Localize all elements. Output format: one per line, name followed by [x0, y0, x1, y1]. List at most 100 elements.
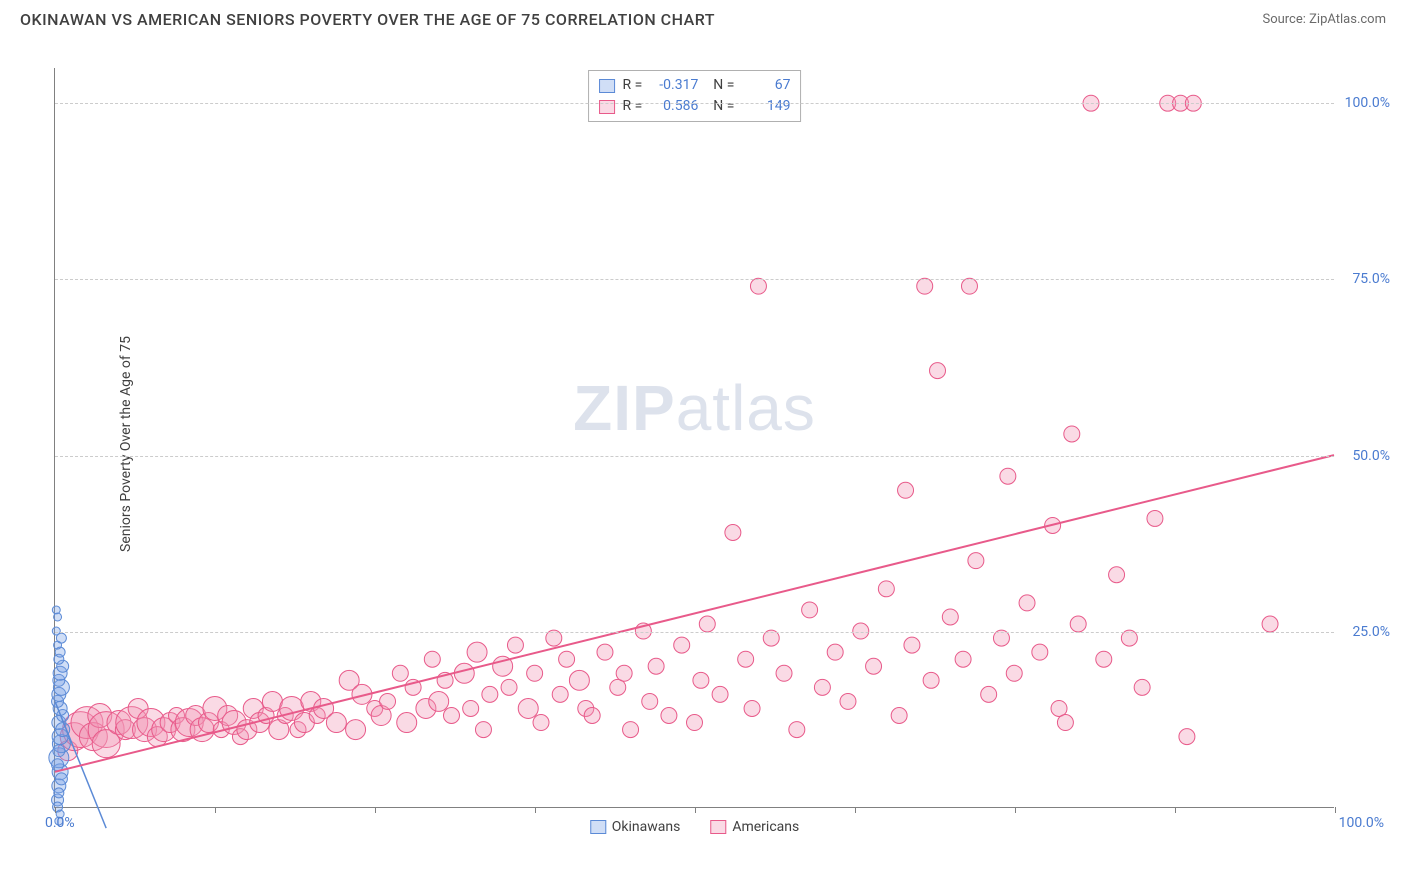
- scatter-point: [961, 278, 977, 294]
- scatter-point: [1096, 651, 1112, 667]
- scatter-point: [54, 613, 62, 621]
- scatter-point: [584, 708, 600, 724]
- legend-swatch-americans: [710, 820, 726, 834]
- y-tick-label: 100.0%: [1345, 95, 1390, 111]
- scatter-point: [725, 525, 741, 541]
- scatter-point: [380, 693, 396, 709]
- stats-row-americans: R = 0.586 N = 149: [599, 96, 791, 117]
- scatter-point: [1147, 510, 1163, 526]
- scatter-point: [569, 670, 589, 690]
- scatter-point: [923, 672, 939, 688]
- scatter-point: [878, 581, 894, 597]
- scatter-point: [866, 658, 882, 674]
- scatter-point: [968, 553, 984, 569]
- scatter-point: [559, 651, 575, 667]
- legend-item-americans: Americans: [710, 819, 799, 835]
- scatter-point: [898, 482, 914, 498]
- scatter-point: [1032, 644, 1048, 660]
- stat-r-okinawans: -0.317: [650, 75, 698, 96]
- legend-swatch-okinawans: [590, 820, 606, 834]
- x-tick: [55, 807, 56, 813]
- scatter-point: [661, 708, 677, 724]
- plot-area: ZIPatlas R = -0.317 N = 67 R = 0.586 N =…: [54, 68, 1334, 808]
- stat-n-okinawans: 67: [742, 75, 790, 96]
- scatter-point: [1262, 616, 1278, 632]
- scatter-point: [501, 679, 517, 695]
- scatter-point: [518, 698, 538, 718]
- scatter-point: [981, 686, 997, 702]
- scatter-point: [597, 644, 613, 660]
- scatter-point: [1006, 665, 1022, 681]
- scatter-point: [482, 686, 498, 702]
- chart-header: OKINAWAN VS AMERICAN SENIORS POVERTY OVE…: [0, 0, 1406, 35]
- scatter-point: [1070, 616, 1086, 632]
- stat-n-americans: 149: [742, 96, 790, 117]
- y-tick-label: 75.0%: [1352, 271, 1390, 287]
- swatch-okinawans: [599, 79, 615, 93]
- scatter-point: [392, 665, 408, 681]
- scatter-point: [1109, 567, 1125, 583]
- scatter-point: [424, 651, 440, 667]
- scatter-point: [1051, 700, 1067, 716]
- x-tick: [1175, 807, 1176, 813]
- scatter-point: [52, 759, 64, 771]
- scatter-point: [693, 672, 709, 688]
- stat-r-label: R =: [623, 75, 643, 96]
- scatter-point: [687, 715, 703, 731]
- legend-label-okinawans: Okinawans: [612, 819, 681, 835]
- chart-source: Source: ZipAtlas.com: [1262, 12, 1386, 27]
- scatter-point: [467, 642, 487, 662]
- scatter-point: [1019, 595, 1035, 611]
- x-tick: [1015, 807, 1016, 813]
- scatter-point: [904, 637, 920, 653]
- scatter-point: [443, 708, 459, 724]
- bottom-legend: Okinawans Americans: [590, 819, 799, 835]
- scatter-point: [648, 658, 664, 674]
- scatter-point: [814, 679, 830, 695]
- stat-n-label: N =: [706, 75, 734, 96]
- scatter-point: [802, 602, 818, 618]
- x-tick: [375, 807, 376, 813]
- scatter-point: [610, 679, 626, 695]
- scatter-point: [674, 637, 690, 653]
- scatter-point: [346, 720, 366, 740]
- x-tick: [695, 807, 696, 813]
- x-tick: [535, 807, 536, 813]
- scatter-point: [533, 715, 549, 731]
- y-tick-label: 50.0%: [1352, 448, 1390, 464]
- chart-title: OKINAWAN VS AMERICAN SENIORS POVERTY OVE…: [20, 10, 715, 29]
- gridline-h: [55, 279, 1334, 280]
- scatter-point: [1000, 468, 1016, 484]
- stats-row-okinawans: R = -0.317 N = 67: [599, 75, 791, 96]
- scatter-point: [1057, 715, 1073, 731]
- scatter-point: [840, 693, 856, 709]
- stat-r-label: R =: [623, 96, 643, 117]
- scatter-point: [429, 691, 449, 711]
- scatter-point: [930, 363, 946, 379]
- scatter-point: [54, 788, 64, 798]
- scatter-point: [776, 665, 792, 681]
- scatter-point: [1064, 426, 1080, 442]
- scatter-point: [955, 651, 971, 667]
- scatter-svg: [55, 68, 1334, 807]
- scatter-point: [552, 686, 568, 702]
- x-tick: [215, 807, 216, 813]
- scatter-point: [789, 722, 805, 738]
- scatter-point: [712, 686, 728, 702]
- scatter-point: [454, 663, 474, 683]
- scatter-point: [744, 700, 760, 716]
- swatch-americans: [599, 100, 615, 114]
- gridline-h: [55, 456, 1334, 457]
- scatter-point: [1134, 679, 1150, 695]
- stat-n-label: N =: [706, 96, 734, 117]
- scatter-point: [55, 773, 67, 785]
- scatter-point: [463, 700, 479, 716]
- x-tick: [1335, 807, 1336, 813]
- scatter-point: [527, 665, 543, 681]
- scatter-point: [750, 278, 766, 294]
- scatter-point: [507, 637, 523, 653]
- legend-label-americans: Americans: [732, 819, 799, 835]
- scatter-point: [623, 722, 639, 738]
- scatter-point: [53, 745, 65, 757]
- scatter-point: [942, 609, 958, 625]
